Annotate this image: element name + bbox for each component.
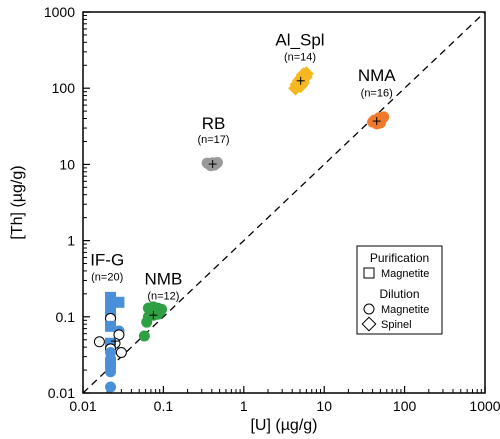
- al-spl-group-label: Al_Spl: [275, 30, 324, 49]
- if-g-data-point: [93, 336, 105, 348]
- legend-circle-marker: [363, 303, 375, 315]
- x-tick-label: 1: [240, 398, 248, 414]
- nma-group-label: NMA: [358, 66, 396, 85]
- one-to-one-reference-line: [82, 11, 486, 394]
- nma-sample-count: (n=16): [361, 87, 393, 99]
- legend-item-label: Spinel: [381, 319, 412, 331]
- legend-item-label: Magnetite: [381, 268, 429, 280]
- al-spl-sample-count: (n=14): [284, 52, 316, 64]
- if-g-data-point: [113, 296, 125, 308]
- legend-section-title: Dilution: [379, 287, 419, 301]
- x-tick-label: 1000: [469, 398, 500, 414]
- nma-data-point: [367, 116, 379, 128]
- group-labels-layer: IF-G(n=20) NMB (n=12) RB(n=17) Al_Spl (n=14) N…: [90, 30, 396, 302]
- if-g-data-point: [105, 320, 117, 332]
- if-g-data-point: [105, 381, 117, 393]
- nmb-group-label: NMB: [145, 270, 183, 289]
- rb-data-point: [211, 156, 223, 168]
- nma-data-point: [378, 111, 390, 123]
- y-tick-label: 1000: [44, 4, 75, 20]
- legend: Purification Magnetite Dilution Magnetite Sp…: [356, 245, 443, 335]
- nmb-data-point: [152, 308, 164, 320]
- legend-square-marker: [363, 267, 375, 279]
- rb-sample-count: (n=17): [197, 134, 229, 146]
- nmb-data-point: [141, 316, 153, 328]
- legend-item-label: Magnetite: [381, 304, 429, 316]
- y-tick-label: 0.01: [48, 385, 75, 401]
- if-g-group-label: IF-G: [90, 251, 124, 270]
- if-g-data-point: [115, 347, 127, 359]
- y-tick-label: 0.1: [56, 309, 76, 325]
- data-points-layer: [93, 66, 390, 393]
- tick-layer: 0.01 0.1 1 10 100 1000 0.01 0.1 1 10 100 1000: [44, 4, 500, 414]
- legend-section-title: Purification: [370, 251, 429, 265]
- rb-group-label: RB: [202, 114, 226, 133]
- x-tick-label: 100: [393, 398, 417, 414]
- rb-data-point: [201, 157, 213, 169]
- x-tick-label: 0.01: [69, 398, 96, 414]
- plot-frame: [82, 11, 486, 394]
- x-tick-label: 0.1: [154, 398, 174, 414]
- nmb-data-point: [138, 330, 150, 342]
- nmb-sample-count: (n=12): [147, 291, 179, 303]
- y-tick-label: 1: [67, 233, 75, 249]
- x-axis-title: [U] (µg/g): [250, 417, 317, 434]
- legend-diamond-marker: [361, 316, 377, 332]
- if-g-data-point: [105, 366, 117, 378]
- if-g-sample-count: (n=20): [91, 271, 123, 283]
- y-tick-label: 100: [52, 80, 76, 96]
- y-axis-title: [Th] (µg/g): [9, 165, 26, 239]
- y-tick-label: 10: [59, 156, 75, 172]
- x-tick-label: 10: [316, 398, 332, 414]
